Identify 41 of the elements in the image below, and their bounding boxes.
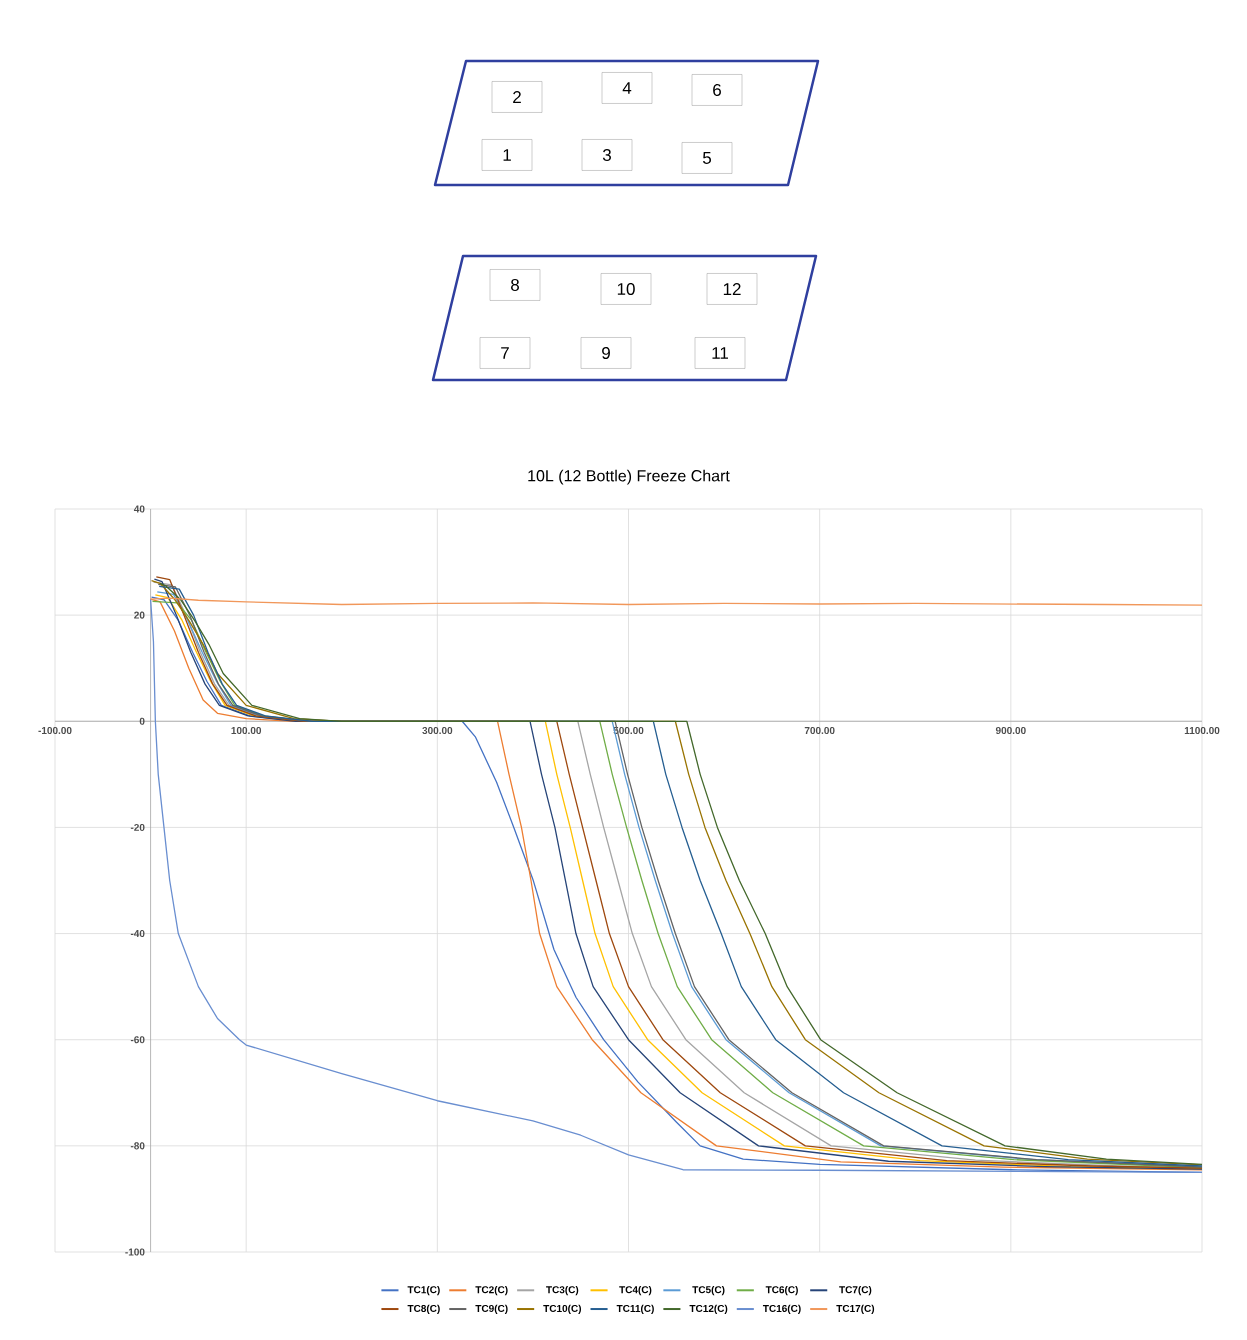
legend-label: TC9(C) xyxy=(475,1304,508,1314)
y-tick-label: -20 xyxy=(130,823,145,831)
text: 5 xyxy=(702,152,712,164)
legend-label: TC1(C) xyxy=(407,1285,440,1296)
legend-label: TC7(C) xyxy=(839,1285,872,1296)
text: 11 xyxy=(712,347,729,359)
text: 3 xyxy=(602,148,611,162)
legend-label: TC6(C) xyxy=(765,1285,798,1296)
text: 1 xyxy=(503,149,511,161)
text: 6 xyxy=(713,83,721,97)
y-tick-label: -60 xyxy=(130,1036,145,1044)
x-tick-label: -100.00 xyxy=(38,726,72,735)
x-tick-label: 100.00 xyxy=(231,726,262,735)
legend-label: TC5(C) xyxy=(692,1285,725,1296)
y-tick-label: 40 xyxy=(133,505,145,513)
legend-label: TC12(C) xyxy=(689,1304,728,1314)
y-tick-label: -80 xyxy=(130,1142,145,1150)
text: 7 xyxy=(501,347,509,359)
text: 10 xyxy=(617,282,635,296)
x-tick-label: 300.00 xyxy=(422,726,453,735)
legend-label: TC3(C) xyxy=(546,1285,579,1296)
y-tick-label: 0 xyxy=(139,717,145,725)
y-tick-label: -40 xyxy=(130,930,145,938)
text: 2 xyxy=(513,91,521,103)
text: 8 xyxy=(511,278,519,292)
legend-label: TC10(C) xyxy=(543,1304,582,1314)
x-tick-label: 900.00 xyxy=(995,726,1026,735)
text: 9 xyxy=(602,346,610,360)
text: 12 xyxy=(723,283,741,295)
legend-label: TC17(C) xyxy=(836,1304,875,1314)
legend-label: TC16(C) xyxy=(762,1304,801,1314)
x-tick-label: 1100.00 xyxy=(1184,726,1220,735)
chart-title: 10L (12 Bottle) Freeze Chart xyxy=(528,469,730,485)
text: 4 xyxy=(622,82,632,94)
legend-label: TC4(C) xyxy=(619,1285,652,1296)
legend-label: TC11(C) xyxy=(616,1304,654,1314)
x-tick-label: 700.00 xyxy=(804,726,835,735)
y-tick-label: -100 xyxy=(125,1248,145,1256)
legend-label: TC8(C) xyxy=(407,1304,440,1314)
legend-label: TC2(C) xyxy=(475,1285,508,1296)
y-tick-label: 20 xyxy=(134,611,145,619)
